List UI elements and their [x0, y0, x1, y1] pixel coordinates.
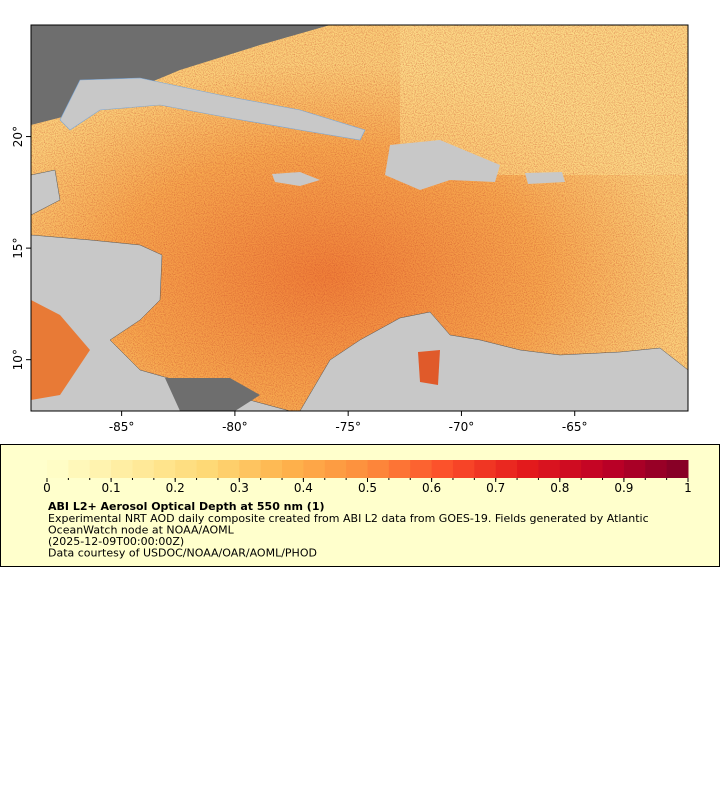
- colorbar-segment: [367, 460, 390, 478]
- colorbar-segment: [175, 460, 198, 478]
- colorbar-segment: [517, 460, 539, 478]
- colorbar-segment: [239, 460, 262, 478]
- colorbar-segment: [388, 460, 411, 478]
- colorbar-segment: [559, 460, 582, 478]
- y-tick-label: 10°: [11, 349, 25, 370]
- legend-line: Experimental NRT AOD daily composite cre…: [48, 512, 649, 525]
- colorbar-segment: [431, 460, 454, 478]
- colorbar-segment: [602, 460, 625, 478]
- colorbar-segment: [324, 460, 347, 478]
- colorbar-tick-label: 0.7: [486, 481, 505, 495]
- colorbar-segment: [260, 460, 283, 478]
- colorbar-segment: [111, 460, 133, 478]
- colorbar-segment: [196, 460, 219, 478]
- x-tick-label: -70°: [449, 420, 475, 434]
- colorbar-tick-label: 0.6: [422, 481, 441, 495]
- x-tick-label: -85°: [109, 420, 135, 434]
- colorbar-tick-label: 0.9: [614, 481, 633, 495]
- colorbar-segment: [410, 460, 433, 478]
- colorbar-tick-label: 0.3: [230, 481, 249, 495]
- colorbar-tick-label: 0.8: [550, 481, 569, 495]
- colorbar-segment: [666, 460, 689, 478]
- colorbar-segment: [346, 460, 368, 478]
- colorbar-segment: [282, 460, 304, 478]
- map-image: [31, 25, 688, 411]
- colorbar-segment: [645, 460, 668, 478]
- colorbar-segment: [452, 460, 475, 478]
- colorbar-segment: [47, 460, 69, 478]
- colorbar-segment: [303, 460, 326, 478]
- y-tick-label: 20°: [11, 126, 25, 147]
- colorbar-segment: [68, 460, 91, 478]
- colorbar-segment: [623, 460, 646, 478]
- y-tick-label: 15°: [11, 237, 25, 258]
- legend-line: (2025-12-09T00:00:00Z): [48, 535, 184, 548]
- legend-line: OceanWatch node at NOAA/AOML: [48, 524, 235, 537]
- legend-title: ABI L2+ Aerosol Optical Depth at 550 nm …: [48, 500, 325, 513]
- colorbar-segment: [581, 460, 604, 478]
- colorbar-segment: [153, 460, 176, 478]
- colorbar-segment: [217, 460, 240, 478]
- colorbar-tick-label: 0.1: [102, 481, 121, 495]
- colorbar-segment: [474, 460, 497, 478]
- colorbar-tick-label: 0.5: [358, 481, 377, 495]
- x-tick-label: -65°: [562, 420, 588, 434]
- x-tick-label: -75°: [335, 420, 361, 434]
- colorbar-segment: [538, 460, 561, 478]
- colorbar-tick-label: 0: [43, 481, 51, 495]
- colorbar-segment: [89, 460, 112, 478]
- colorbar-tick-label: 1: [684, 481, 692, 495]
- map-frame: [30, 24, 689, 412]
- colorbar-tick-label: 0.2: [166, 481, 185, 495]
- legend-line: Data courtesy of USDOC/NOAA/OAR/AOML/PHO…: [48, 547, 317, 560]
- x-tick-label: -80°: [222, 420, 248, 434]
- colorbar-segment: [495, 460, 518, 478]
- colorbar-segment: [132, 460, 155, 478]
- colorbar-tick-label: 0.4: [294, 481, 313, 495]
